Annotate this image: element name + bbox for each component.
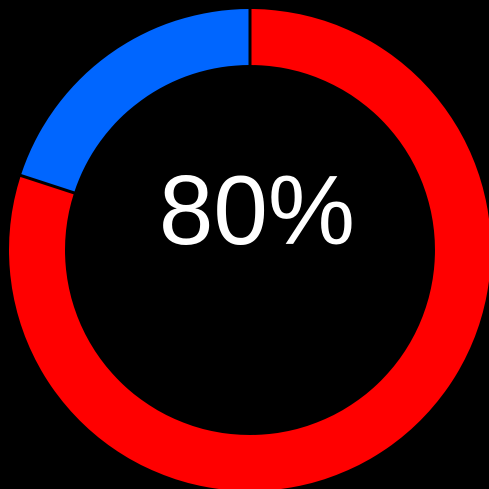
slice-separator-2 — [19, 173, 76, 195]
center-percentage-label: 80% — [159, 155, 355, 265]
donut-slices — [9, 8, 489, 489]
donut-slice-2 — [20, 9, 250, 193]
